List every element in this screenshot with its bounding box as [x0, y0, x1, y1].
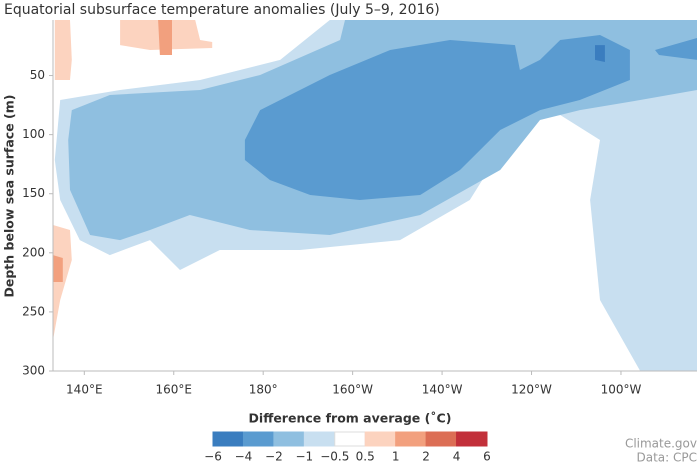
contour-region [53, 255, 63, 282]
x-tick-label: 120°W [511, 383, 552, 397]
x-tick-label: 160°E [156, 383, 193, 397]
legend-label: −0.5 [320, 450, 349, 464]
y-tick-label: 50 [30, 68, 45, 82]
legend-label: −4 [235, 450, 253, 464]
credit: Climate.gov [625, 437, 697, 451]
y-tick-label: 100 [22, 127, 45, 141]
y-tick-label: 200 [22, 245, 45, 259]
contour-region [655, 38, 697, 60]
contour-region [53, 225, 72, 340]
contour-region [244, 35, 630, 200]
legend-label: 0.5 [356, 450, 375, 464]
legend-label: −1 [295, 450, 313, 464]
legend-swatch [303, 431, 336, 447]
x-tick-label: 160°W [332, 383, 373, 397]
legend-swatch [364, 431, 397, 447]
x-tick-label: 140°E [66, 383, 103, 397]
contour-region [595, 45, 605, 62]
legend-label: 2 [422, 450, 430, 464]
legend-swatch [425, 431, 458, 447]
y-tick-label: 150 [22, 186, 45, 200]
legend-swatch [395, 431, 427, 447]
legend-label: −2 [265, 450, 283, 464]
chart-title: Equatorial subsurface temperature anomal… [4, 2, 440, 18]
legend-swatch [212, 431, 244, 447]
y-tick-label: 300 [22, 364, 45, 378]
legend-label: 6 [483, 450, 491, 464]
legend-swatch [242, 431, 275, 447]
x-tick-label: 180° [249, 383, 278, 397]
credit: Data: CPC [636, 451, 697, 465]
legend-swatch [273, 431, 305, 447]
legend-label: 4 [453, 450, 461, 464]
y-tick-label: 250 [22, 304, 45, 318]
legend-swatch [334, 431, 366, 447]
y-axis-label: Depth below sea surface (m) [2, 95, 17, 298]
x-tick-label: 100°W [601, 383, 642, 397]
x-tick-label: 140°W [422, 383, 463, 397]
legend-label: 1 [392, 450, 400, 464]
legend-swatch [456, 431, 488, 447]
legend-title: Difference from average (˚C) [249, 411, 452, 426]
contour-region [54, 20, 72, 80]
contour-region [158, 20, 172, 55]
legend-label: −6 [204, 450, 222, 464]
